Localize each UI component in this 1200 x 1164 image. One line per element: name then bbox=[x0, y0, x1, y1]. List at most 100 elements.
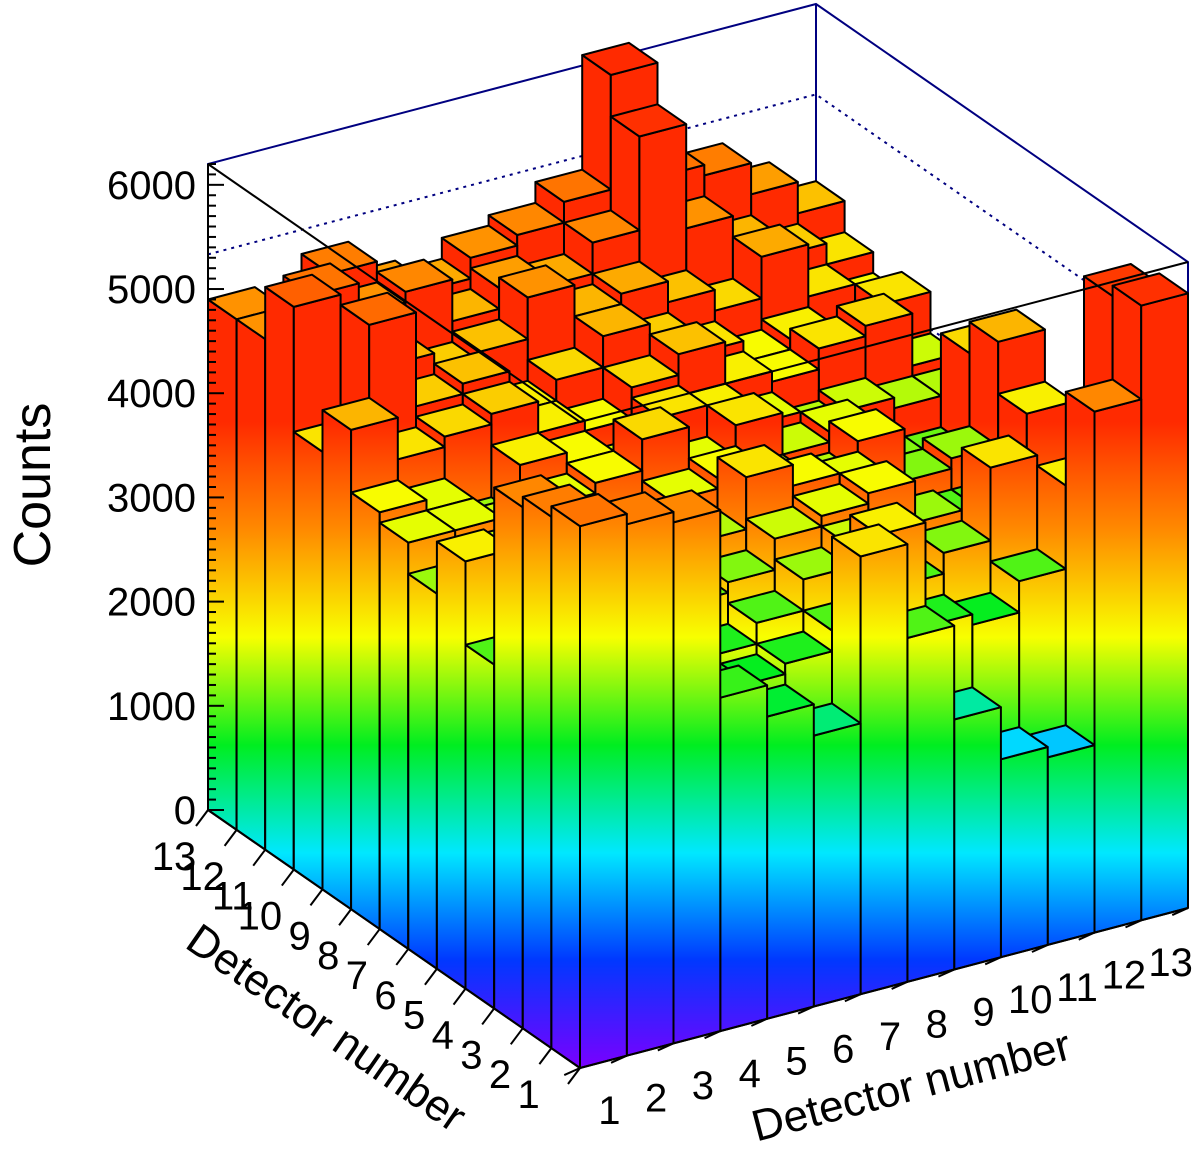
y-tick bbox=[567, 1067, 581, 1085]
x-tick-label: 12 bbox=[1102, 953, 1147, 997]
bar-top-face bbox=[716, 444, 794, 479]
y-tick bbox=[309, 888, 324, 906]
bar-front-face bbox=[999, 746, 1049, 959]
bar-top-face bbox=[706, 392, 784, 427]
bar-left-face bbox=[550, 505, 581, 1069]
x-tick bbox=[984, 956, 1002, 966]
bar-top-face bbox=[350, 479, 428, 514]
x-tick bbox=[750, 1017, 768, 1027]
x-tick bbox=[1031, 944, 1049, 953]
y-tick bbox=[395, 948, 410, 966]
x-tick-label: 2 bbox=[645, 1077, 667, 1121]
y-tick-label: 3 bbox=[460, 1033, 482, 1077]
y-tick bbox=[252, 849, 267, 867]
y-tick bbox=[223, 829, 238, 847]
bar-top-face bbox=[612, 406, 690, 441]
bar bbox=[550, 493, 628, 1069]
bar-top-face bbox=[828, 408, 906, 443]
x-tick-label: 6 bbox=[832, 1027, 854, 1071]
bar-top-face bbox=[526, 346, 605, 381]
bar-left-face bbox=[435, 540, 467, 990]
y-tick-label: 5 bbox=[403, 994, 425, 1038]
bar-front-face bbox=[1046, 744, 1096, 946]
bar-left-face bbox=[292, 430, 324, 891]
z-tick-label: 4000 bbox=[107, 372, 196, 416]
y-tick-label: 12 bbox=[180, 855, 225, 899]
x-tick-label: 13 bbox=[1148, 941, 1193, 985]
z-axis-title: Counts bbox=[4, 403, 62, 568]
x-tick bbox=[797, 1005, 815, 1015]
x-tick-label: 1 bbox=[598, 1089, 620, 1133]
x-tick bbox=[844, 993, 862, 1003]
y-axis-line bbox=[207, 809, 581, 1069]
bar-top-face bbox=[264, 273, 342, 308]
z-axis: 0 1000 2000 3000 4000 5000 6000 bbox=[107, 163, 224, 833]
y-tick-label: 1 bbox=[517, 1073, 539, 1117]
bar-left-face bbox=[407, 572, 438, 970]
y-tick-label: 6 bbox=[374, 974, 396, 1018]
bar-front-face bbox=[625, 511, 675, 1057]
bar-left-face bbox=[264, 286, 295, 871]
x-tick-label: 9 bbox=[972, 990, 994, 1034]
x-tick-label: 10 bbox=[1008, 978, 1053, 1022]
y-tick bbox=[538, 1047, 553, 1065]
bar-front-face bbox=[812, 722, 862, 1008]
frame-front-edges bbox=[207, 163, 1189, 424]
bar-top-face bbox=[602, 354, 680, 389]
x-tick-label: 5 bbox=[785, 1040, 807, 1084]
bar-top-face bbox=[487, 201, 565, 236]
y-tick bbox=[281, 868, 295, 887]
bar-top-face bbox=[498, 264, 576, 299]
bar-top-face bbox=[339, 291, 417, 326]
bar-top-face bbox=[451, 318, 529, 353]
frame-front bbox=[207, 163, 1189, 424]
x-tick-label: 8 bbox=[926, 1003, 948, 1047]
bar-front-face bbox=[766, 703, 815, 1020]
bar-front-face bbox=[859, 543, 909, 996]
bar-front-face bbox=[953, 706, 1002, 971]
bar-front-face bbox=[906, 624, 956, 983]
bar-top-face bbox=[550, 493, 628, 528]
bar-top-face bbox=[968, 308, 1046, 343]
x-tick bbox=[891, 980, 908, 990]
bar-top-face bbox=[755, 630, 833, 665]
y-tick bbox=[195, 809, 209, 827]
z-tick-label: 5000 bbox=[107, 268, 196, 312]
bar-top-face bbox=[838, 460, 917, 495]
bar-top-face bbox=[573, 303, 651, 338]
y-tick-label: 4 bbox=[432, 1014, 454, 1058]
x-tick-label: 11 bbox=[1056, 966, 1098, 1010]
x-axis-line bbox=[579, 907, 1189, 1069]
bar-top-face bbox=[835, 292, 914, 327]
bar-top-face bbox=[831, 523, 909, 558]
bar-top-face bbox=[1064, 378, 1143, 413]
x-tick-label: 3 bbox=[692, 1064, 714, 1108]
x-tick bbox=[1125, 919, 1142, 929]
bar-left-face bbox=[493, 486, 524, 1030]
bar-left-face bbox=[350, 491, 381, 931]
x-axis: 1 2 3 4 5 6 7 8 9 10 11 12 13 bbox=[563, 907, 1193, 1133]
bar-left-face bbox=[521, 495, 553, 1050]
bar-top-face bbox=[378, 509, 457, 544]
y-tick-label: 8 bbox=[317, 934, 339, 978]
bar-left-face bbox=[321, 409, 353, 911]
bar-front-face bbox=[719, 684, 769, 1033]
bar-top-face bbox=[641, 467, 719, 502]
bar-top-face bbox=[375, 258, 454, 293]
y-tick bbox=[452, 988, 467, 1006]
x-tick-label: 7 bbox=[879, 1015, 901, 1059]
y-tick-label: 7 bbox=[346, 954, 368, 998]
x-tick bbox=[563, 1067, 581, 1076]
bar-top-face bbox=[534, 168, 612, 203]
bar-top-face bbox=[415, 403, 493, 438]
x-tick bbox=[657, 1042, 674, 1052]
bar-top-face bbox=[727, 589, 805, 624]
y-tick-label: 9 bbox=[289, 914, 311, 958]
bar-top-face bbox=[648, 321, 727, 356]
bar-front-face bbox=[1093, 398, 1143, 934]
bar-top-face bbox=[745, 505, 823, 540]
y-tick bbox=[424, 968, 438, 986]
bar-top-face bbox=[997, 380, 1075, 415]
